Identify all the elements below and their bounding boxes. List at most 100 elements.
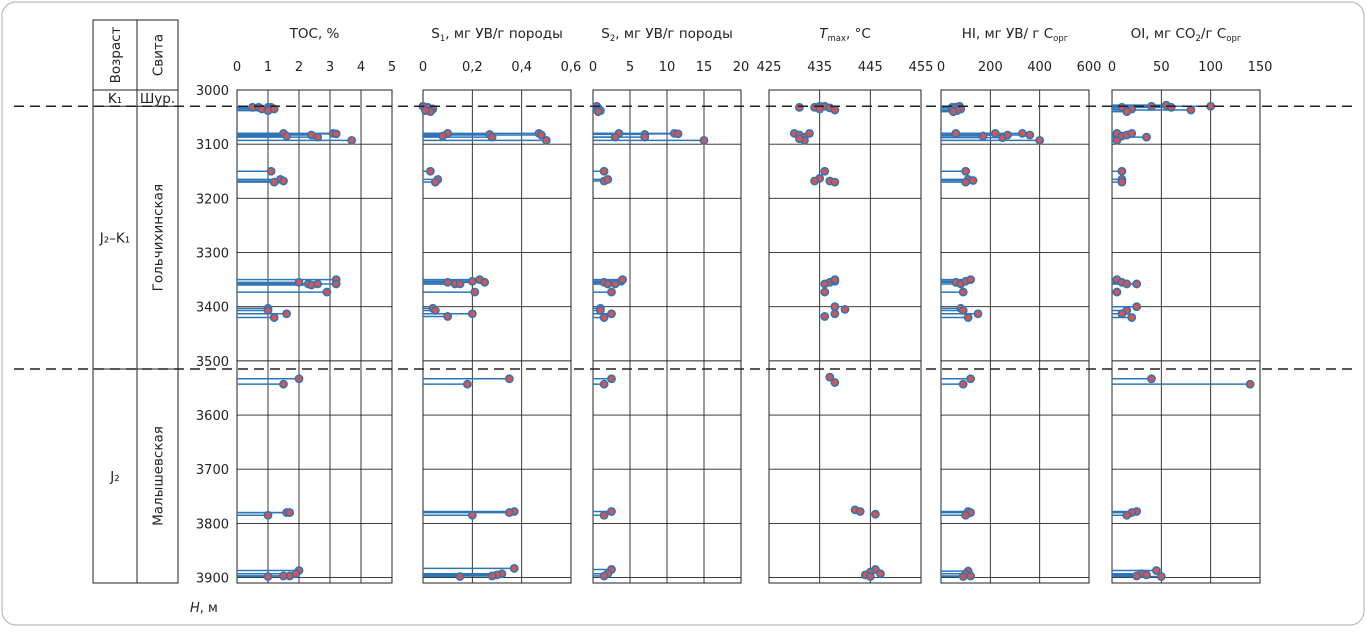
header-age: Возраст bbox=[108, 26, 124, 83]
data-point bbox=[820, 287, 830, 297]
data-point bbox=[322, 287, 332, 297]
data-point bbox=[961, 510, 971, 520]
data-point bbox=[467, 309, 477, 319]
depth-tick-label: 3300 bbox=[196, 247, 229, 262]
x-tick-label: 455 bbox=[909, 60, 934, 75]
data-point bbox=[269, 104, 279, 114]
data-point bbox=[1122, 279, 1132, 289]
data-point bbox=[607, 309, 616, 319]
x-tick-label: 15 bbox=[696, 60, 713, 75]
x-tick-label: 5 bbox=[388, 60, 396, 75]
x-tick-label: 20 bbox=[733, 60, 750, 75]
data-point bbox=[487, 571, 497, 581]
unit-suite-label: Гольчихинская bbox=[151, 184, 167, 291]
depth-tick-label: 3100 bbox=[196, 138, 229, 153]
chart-panel-5: 0 200 400 600 HI, мг УВ/ г Cорг bbox=[937, 26, 1102, 584]
data-point bbox=[1245, 379, 1255, 389]
data-point bbox=[430, 177, 440, 187]
data-point bbox=[455, 279, 465, 289]
data-point bbox=[973, 309, 983, 319]
data-point bbox=[313, 132, 322, 142]
data-point bbox=[467, 276, 477, 286]
data-point bbox=[963, 313, 973, 322]
data-point bbox=[948, 107, 958, 117]
chart-panels: 0 1 2 3 4 5 TOC, % 0 0,2 0,4 0,6 S1, мг УВ/г породы… bbox=[233, 26, 1273, 584]
data-point bbox=[830, 275, 840, 285]
data-point bbox=[607, 374, 616, 384]
data-point bbox=[487, 132, 497, 142]
x-tick-label: 0,4 bbox=[511, 60, 532, 75]
data-point bbox=[443, 312, 453, 321]
data-point bbox=[1112, 135, 1122, 145]
data-point bbox=[599, 571, 609, 581]
data-point bbox=[830, 177, 840, 187]
depth-axis: 3000 3100 3200 3300 3400 3500 3600 3700 3800 3900… bbox=[190, 84, 229, 616]
data-point bbox=[1127, 128, 1137, 138]
panel-frame bbox=[768, 89, 922, 584]
data-point bbox=[607, 507, 616, 516]
data-point bbox=[1018, 128, 1027, 138]
chart-panel-3: 0 5 10 15 20 S2, мг УВ/г породы bbox=[589, 26, 750, 584]
data-point bbox=[1122, 107, 1132, 117]
data-point bbox=[607, 287, 616, 297]
data-point bbox=[455, 572, 465, 581]
panel-title: S2, мг УВ/г породы bbox=[601, 26, 732, 44]
data-point bbox=[673, 129, 683, 139]
panel-frame bbox=[422, 89, 572, 584]
panel-title: TOC, % bbox=[289, 26, 340, 42]
data-point bbox=[509, 563, 519, 573]
data-point bbox=[282, 131, 291, 141]
data-point bbox=[603, 174, 613, 184]
data-point bbox=[978, 131, 988, 141]
depth-tick-label: 3000 bbox=[196, 84, 229, 99]
x-tick-label: 150 bbox=[1248, 60, 1273, 75]
data-point bbox=[596, 306, 605, 315]
x-tick-label: 4 bbox=[357, 60, 365, 75]
data-point bbox=[313, 279, 322, 289]
panel-frame bbox=[940, 89, 1090, 584]
x-tick-label: 200 bbox=[978, 60, 1003, 75]
x-tick-label: 0 bbox=[1108, 60, 1116, 75]
chart-panel-6: 0 50 100 150 OI, мг CO2/г Cорг bbox=[1108, 26, 1273, 584]
data-point bbox=[830, 309, 840, 319]
x-tick-label: 600 bbox=[1077, 60, 1102, 75]
depth-axis-label: H, м bbox=[190, 601, 218, 616]
unit-suite-label: Малышевская bbox=[151, 426, 167, 526]
data-point bbox=[438, 131, 448, 141]
data-point bbox=[840, 305, 850, 314]
unit-age-label: J₂ bbox=[109, 469, 119, 485]
data-point bbox=[966, 571, 975, 581]
data-point bbox=[961, 177, 971, 187]
x-tick-label: 10 bbox=[659, 60, 676, 75]
panel-title: OI, мг CO2/г Cорг bbox=[1131, 26, 1242, 44]
data-point bbox=[958, 306, 968, 315]
data-point bbox=[795, 102, 804, 112]
x-tick-label: 0 bbox=[233, 60, 241, 75]
data-point bbox=[951, 128, 961, 138]
x-tick-label: 0 bbox=[419, 60, 427, 75]
depth-tick-label: 3600 bbox=[196, 409, 229, 424]
x-tick-label: 0,6 bbox=[561, 60, 582, 75]
data-point bbox=[1156, 572, 1166, 581]
data-point bbox=[269, 313, 279, 322]
data-point bbox=[820, 279, 830, 289]
unit-suite-label: Шур. bbox=[140, 91, 175, 107]
data-point bbox=[599, 166, 609, 176]
panel-title: Tmax, °C bbox=[819, 26, 871, 44]
data-point bbox=[294, 374, 304, 384]
data-point bbox=[795, 134, 804, 144]
data-point bbox=[1132, 571, 1142, 581]
data-point bbox=[599, 379, 609, 389]
panel-frame bbox=[236, 89, 393, 584]
data-point bbox=[443, 277, 453, 287]
x-tick-label: 50 bbox=[1153, 60, 1170, 75]
data-point bbox=[266, 166, 276, 176]
data-point bbox=[263, 572, 273, 581]
data-point bbox=[285, 508, 295, 517]
data-point bbox=[966, 374, 975, 384]
data-point bbox=[294, 277, 304, 287]
panel-title: HI, мг УВ/ г Cорг bbox=[962, 26, 1069, 44]
depth-tick-label: 3500 bbox=[196, 355, 229, 370]
x-tick-label: 0,2 bbox=[462, 60, 483, 75]
